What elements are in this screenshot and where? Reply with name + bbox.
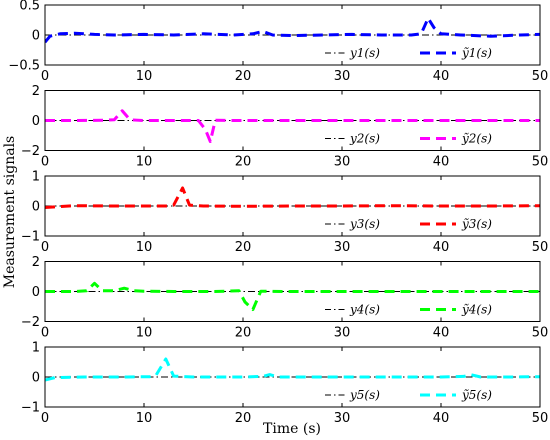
panel-4-series-estimated: [45, 281, 540, 311]
panel-5-x-tick-label: 0: [41, 411, 49, 426]
panel-5-series-estimated: [45, 357, 540, 382]
panel-2-legend-label-measured: y2(s): [349, 132, 380, 146]
x-axis-label: Time (s): [263, 421, 321, 437]
panel-1-y-tick-label: 0.5: [19, 0, 40, 14]
panel-2-x-tick-label: 20: [235, 155, 252, 170]
panel-5-x-tick-label: 10: [136, 411, 153, 426]
panel-4-x-tick-label: 30: [334, 326, 351, 341]
panel-4-legend-label-estimated: ỹ4(s): [461, 303, 492, 317]
panel-2-frame: [44, 90, 541, 151]
panel-5-legend-label-measured: y5(s): [349, 388, 380, 402]
panel-2-x-tick-label: 10: [136, 155, 153, 170]
panel-3-x-tick-label: 50: [532, 240, 549, 255]
panel-2-legend-label-estimated: ỹ2(s): [461, 132, 492, 146]
panel-4-frame: [44, 261, 541, 322]
panel-2-series-estimated: [45, 109, 540, 143]
panel-3-series-estimated: [45, 186, 540, 209]
panel-2-y-tick-label: 0: [32, 114, 40, 129]
panel-3-x-tick-label: 30: [334, 240, 351, 255]
panel-1-y-tick-label: 0: [32, 29, 40, 44]
y-axis-label: Measurement signals: [2, 136, 18, 288]
panel-3-y-tick-label: 0: [32, 200, 40, 215]
panel-4-x-tick-label: 40: [433, 326, 450, 341]
panel-3-legend-label-estimated: ỹ3(s): [461, 217, 492, 231]
panel-2-y-tick-label: 2: [32, 84, 40, 99]
panel-2-x-tick-label: 40: [433, 155, 450, 170]
panel-4-y-tick-label: 0: [32, 285, 40, 300]
panel-1-x-tick-label: 30: [334, 69, 351, 84]
panel-4-x-tick-label: 50: [532, 326, 549, 341]
panel-3-y-tick-label: −1: [21, 230, 40, 245]
panel-4-x-tick-label: 0: [41, 326, 49, 341]
panel-1-x-tick-label: 40: [433, 69, 450, 84]
panel-3-y-tick-label: 1: [32, 170, 40, 185]
panel-3-frame: [44, 175, 541, 237]
panel-5-y-tick-label: −1: [21, 401, 40, 416]
panel-1-x-tick-label: 50: [532, 69, 549, 84]
panel-5-y-tick-label: 1: [32, 341, 40, 356]
panel-5-frame: [44, 346, 541, 408]
panel-1-series-estimated: [45, 16, 540, 44]
panel-1-x-tick-label: 0: [41, 69, 49, 84]
panel-5-x-tick-label: 20: [235, 411, 252, 426]
panel-4-y-tick-label: 2: [32, 255, 40, 270]
panel-4-legend-label-measured: y4(s): [349, 303, 380, 317]
panel-3-x-tick-label: 40: [433, 240, 450, 255]
panel-5-x-tick-label: 30: [334, 411, 351, 426]
panel-1-legend-label-estimated: ỹ1(s): [461, 46, 492, 60]
panel-3-x-tick-label: 20: [235, 240, 252, 255]
panel-2-x-tick-label: 50: [532, 155, 549, 170]
panel-5-x-tick-label: 50: [532, 411, 549, 426]
panel-1-frame: [44, 4, 541, 66]
panel-4-x-tick-label: 10: [136, 326, 153, 341]
panel-2-x-tick-label: 0: [41, 155, 49, 170]
panel-2-y-tick-label: −2: [21, 144, 40, 159]
panel-1-legend-label-measured: y1(s): [349, 46, 380, 60]
panel-4-y-tick-label: −2: [21, 315, 40, 330]
panel-3-legend-label-measured: y3(s): [349, 217, 380, 231]
panel-1-x-tick-label: 10: [136, 69, 153, 84]
panel-3-x-tick-label: 0: [41, 240, 49, 255]
panel-5-x-tick-label: 40: [433, 411, 450, 426]
panel-5-y-tick-label: 0: [32, 371, 40, 386]
panel-1-y-tick-label: −0.5: [8, 59, 40, 74]
panel-4-x-tick-label: 20: [235, 326, 252, 341]
panel-5-legend-label-estimated: ỹ5(s): [461, 388, 492, 402]
panel-1-x-tick-label: 20: [235, 69, 252, 84]
panel-2-x-tick-label: 30: [334, 155, 351, 170]
panel-3-x-tick-label: 10: [136, 240, 153, 255]
